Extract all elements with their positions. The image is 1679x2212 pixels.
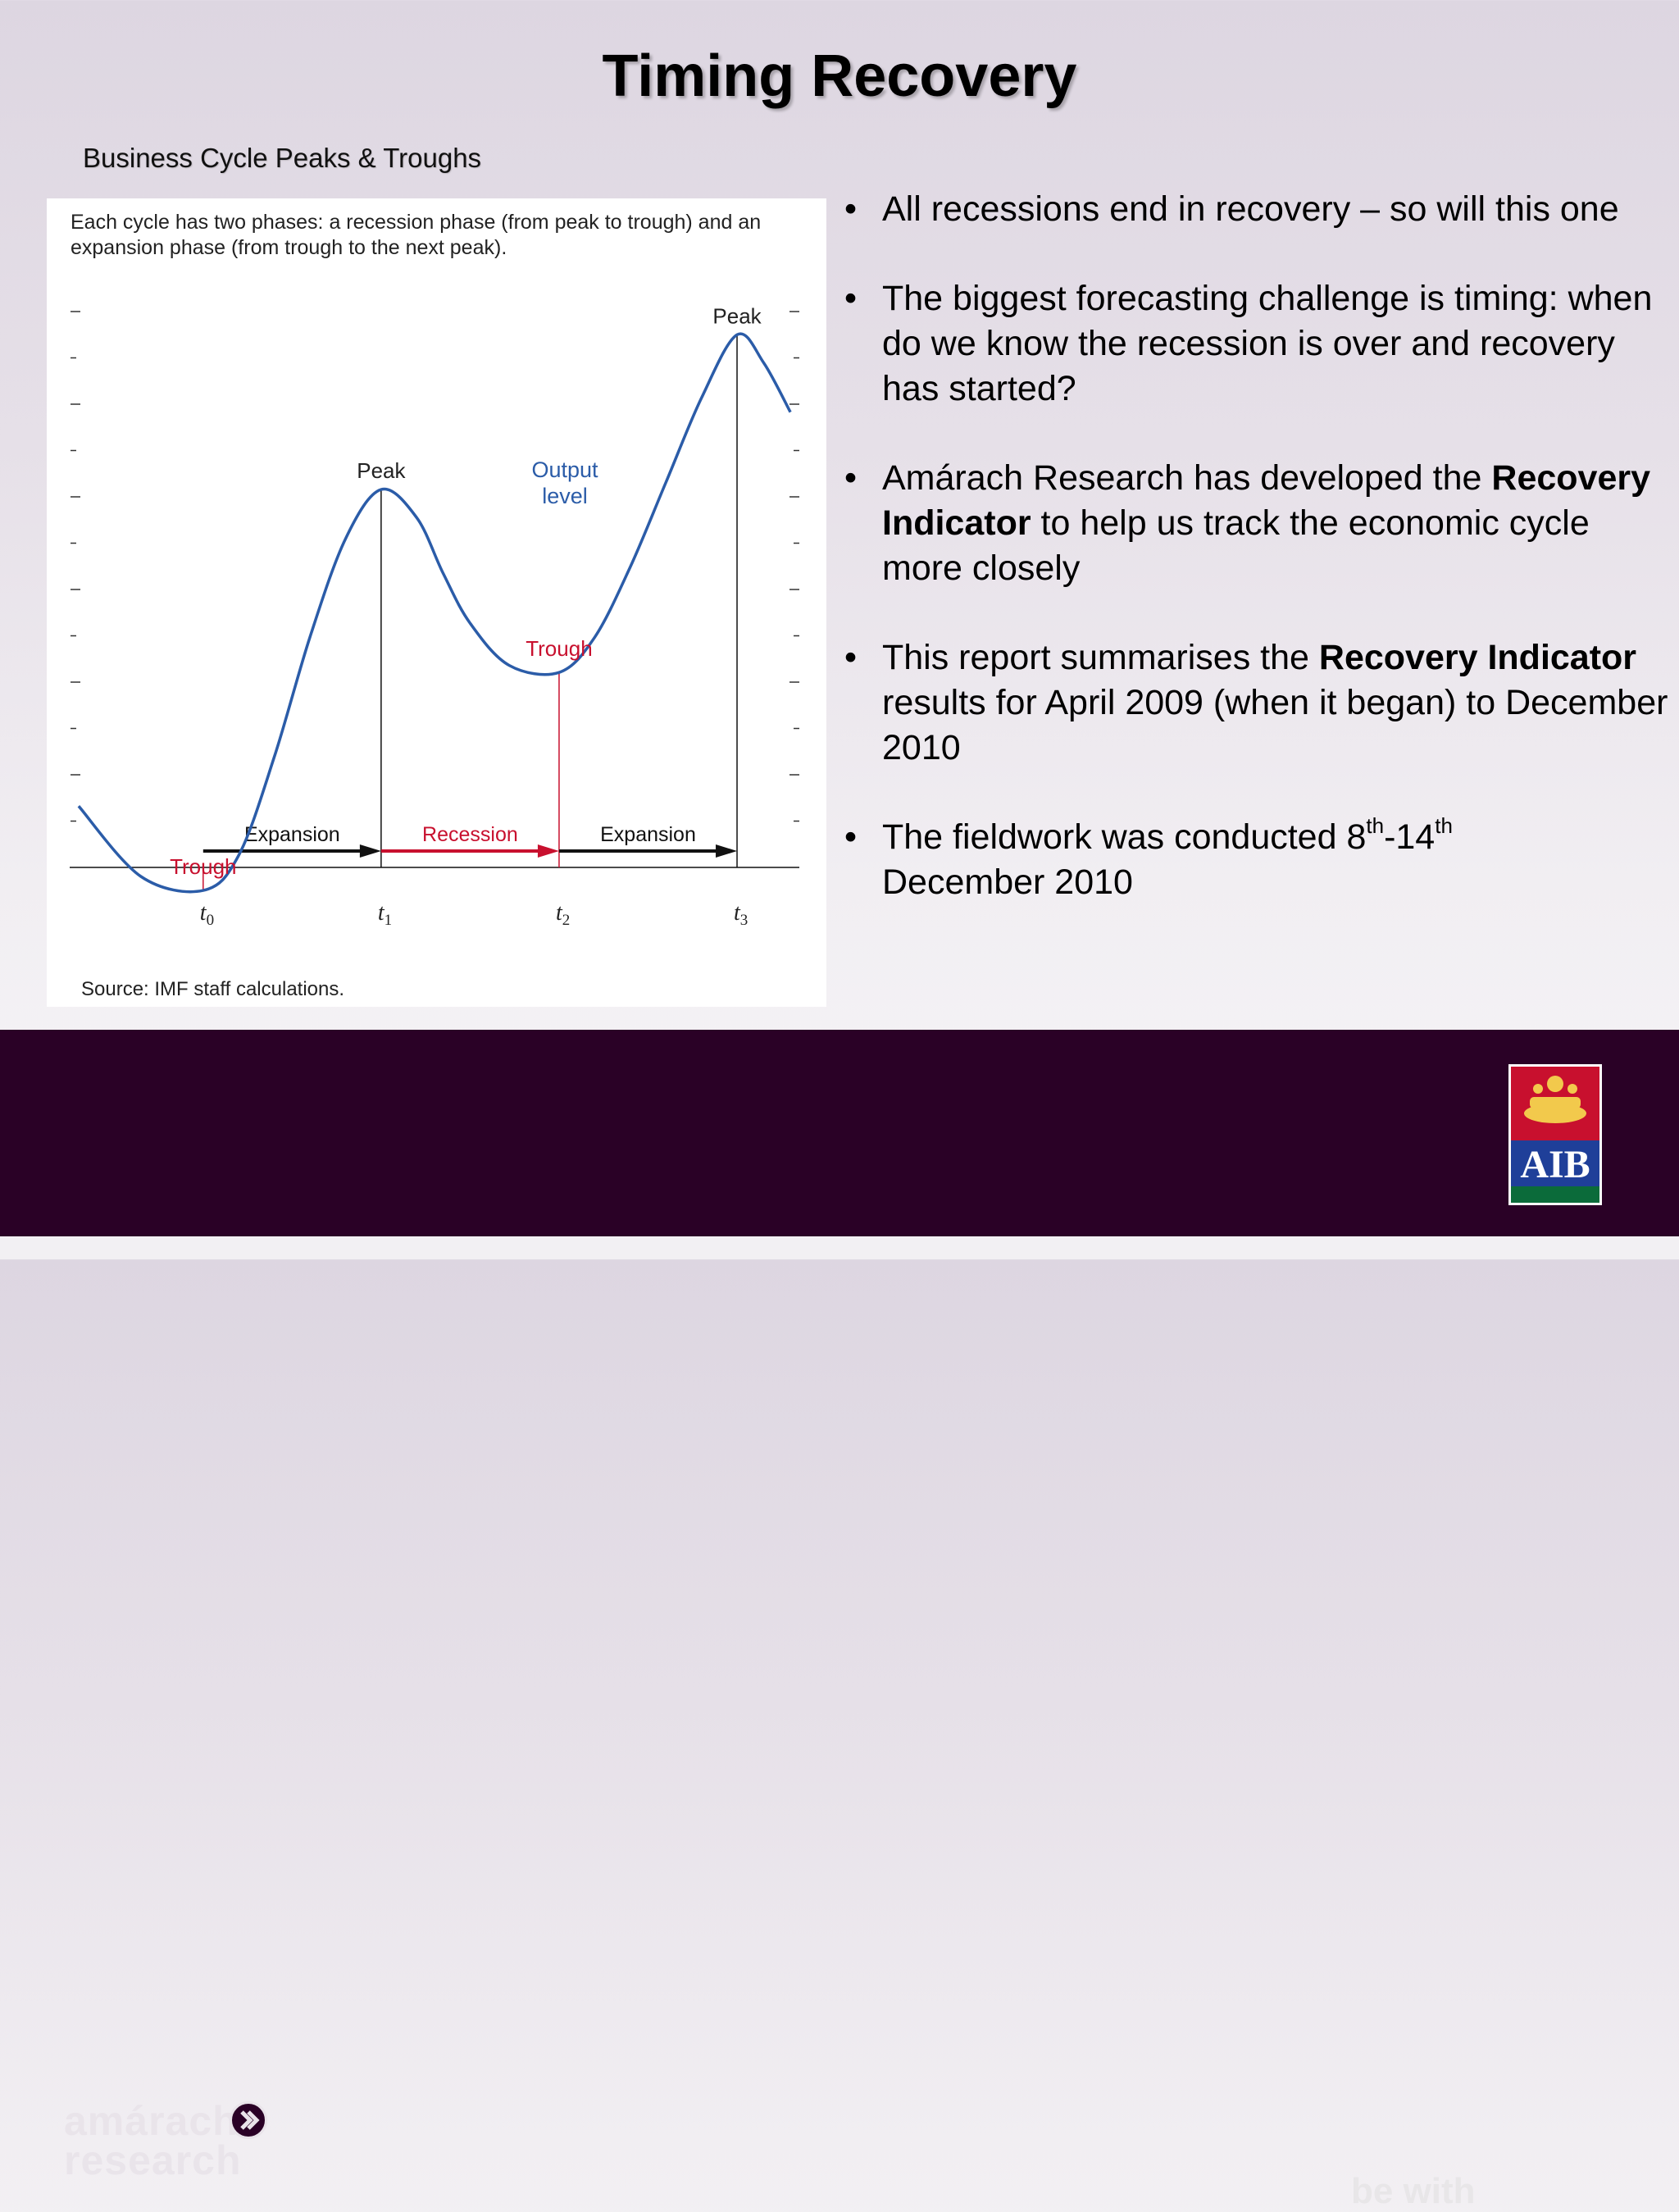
time-label: t3 — [734, 900, 748, 929]
phase-arrows: Expansion Recession Expansion — [202, 823, 738, 858]
phase-arrowhead — [537, 844, 559, 858]
bullet-text-bold: Recovery Indicator — [1318, 638, 1637, 677]
bullet-text: The biggest forecasting challenge is tim… — [882, 279, 1653, 408]
time-label-subscript: 1 — [384, 912, 393, 929]
bullet-dot: • — [844, 817, 858, 857]
chart-caption-line2: expansion phase (from trough to the next… — [71, 236, 507, 259]
amarach-logo: amárach research — [64, 2098, 267, 2183]
phase-arrowhead — [359, 844, 381, 858]
chart-source: Source: IMF staff calculations. — [81, 978, 344, 1000]
slide-title: Timing Recovery — [602, 43, 1077, 109]
bullet-item: • All recessions end in recovery – so wi… — [844, 187, 1672, 232]
bullet-dot: • — [844, 279, 858, 318]
bullet-list: • All recessions end in recovery – so wi… — [844, 187, 1672, 949]
bullet-dot: • — [844, 458, 858, 498]
bullet-item: • The biggest forecasting challenge is t… — [844, 276, 1672, 412]
time-label: t1 — [378, 900, 392, 929]
time-label-subscript: 3 — [740, 912, 748, 929]
bullet-dot: • — [844, 189, 858, 229]
phase-label: Recession — [422, 823, 518, 846]
phase-label: Expansion — [244, 823, 340, 846]
trough-label: Trough — [526, 636, 592, 661]
phase-label: Expansion — [600, 823, 696, 846]
trough-label: Trough — [170, 854, 236, 879]
chevron-right-icon — [230, 2101, 267, 2139]
series-label-line1: Output — [531, 457, 598, 482]
bullet-item: • Amárach Research has developed the Rec… — [844, 456, 1672, 591]
bullet-sup: th — [1366, 812, 1385, 838]
output-level-line — [77, 332, 792, 894]
brand-name-line1: amárach — [64, 2098, 239, 2144]
bullet-text-mid: -14 — [1384, 817, 1436, 857]
chart-caption-line1: Each cycle has two phases: a recession p… — [71, 211, 761, 234]
bullet-text-pre: The fieldwork was conducted 8 — [882, 817, 1367, 857]
bullet-text-post: results for April 2009 (when it began) t… — [882, 683, 1668, 767]
bullet-text-post: to help us track the economic cycle more… — [882, 503, 1590, 588]
bullet-text-pre: This report summarises the — [882, 638, 1319, 677]
bullet-text-bold: Recovery Indicator — [882, 458, 1651, 543]
time-label-subscript: 0 — [207, 912, 215, 929]
time-label: t2 — [556, 900, 570, 929]
peak-label: Peak — [712, 303, 762, 328]
turning-point-labels: Trough Peak Trough Peak — [170, 303, 762, 879]
bullet-text: All recessions end in recovery – so will… — [882, 189, 1619, 229]
cycle-chart-svg: Each cycle has two phases: a recession p… — [70, 211, 799, 1000]
brand-name-line2: research — [64, 2137, 242, 2183]
ark-emblem-icon — [1524, 1076, 1586, 1123]
bullet-item: • This report summarises the Recovery In… — [844, 635, 1672, 771]
peak-label: Peak — [357, 458, 406, 483]
tagline: be with — [1351, 2171, 1476, 2211]
time-label: t0 — [200, 900, 214, 929]
bullet-text-post: December 2010 — [882, 862, 1133, 902]
bullet-sup: th — [1435, 812, 1453, 838]
bullet-text-pre: Amárach Research has developed the — [882, 458, 1492, 498]
business-cycle-chart: Each cycle has two phases: a recession p… — [47, 198, 826, 1007]
bullet-dot: • — [844, 638, 858, 677]
bottom-strip — [0, 1236, 1679, 1259]
time-axis-labels: t0 t1 t2 t3 — [200, 900, 748, 929]
aib-text: AIB — [1520, 1143, 1590, 1186]
phase-arrowhead — [716, 844, 738, 858]
series-label-line2: level — [542, 484, 588, 508]
footer-bar: amárach research be with AIB — [0, 1030, 1679, 2211]
turning-point-lines — [202, 335, 738, 891]
time-label-subscript: 2 — [562, 912, 571, 929]
right-tick-marks — [789, 311, 799, 822]
aib-logo: AIB — [1508, 1064, 1602, 1205]
bullet-item: • The fieldwork was conducted 8th-14th D… — [844, 815, 1672, 905]
chart-subtitle: Business Cycle Peaks & Troughs — [83, 143, 482, 173]
left-tick-marks — [71, 311, 80, 822]
